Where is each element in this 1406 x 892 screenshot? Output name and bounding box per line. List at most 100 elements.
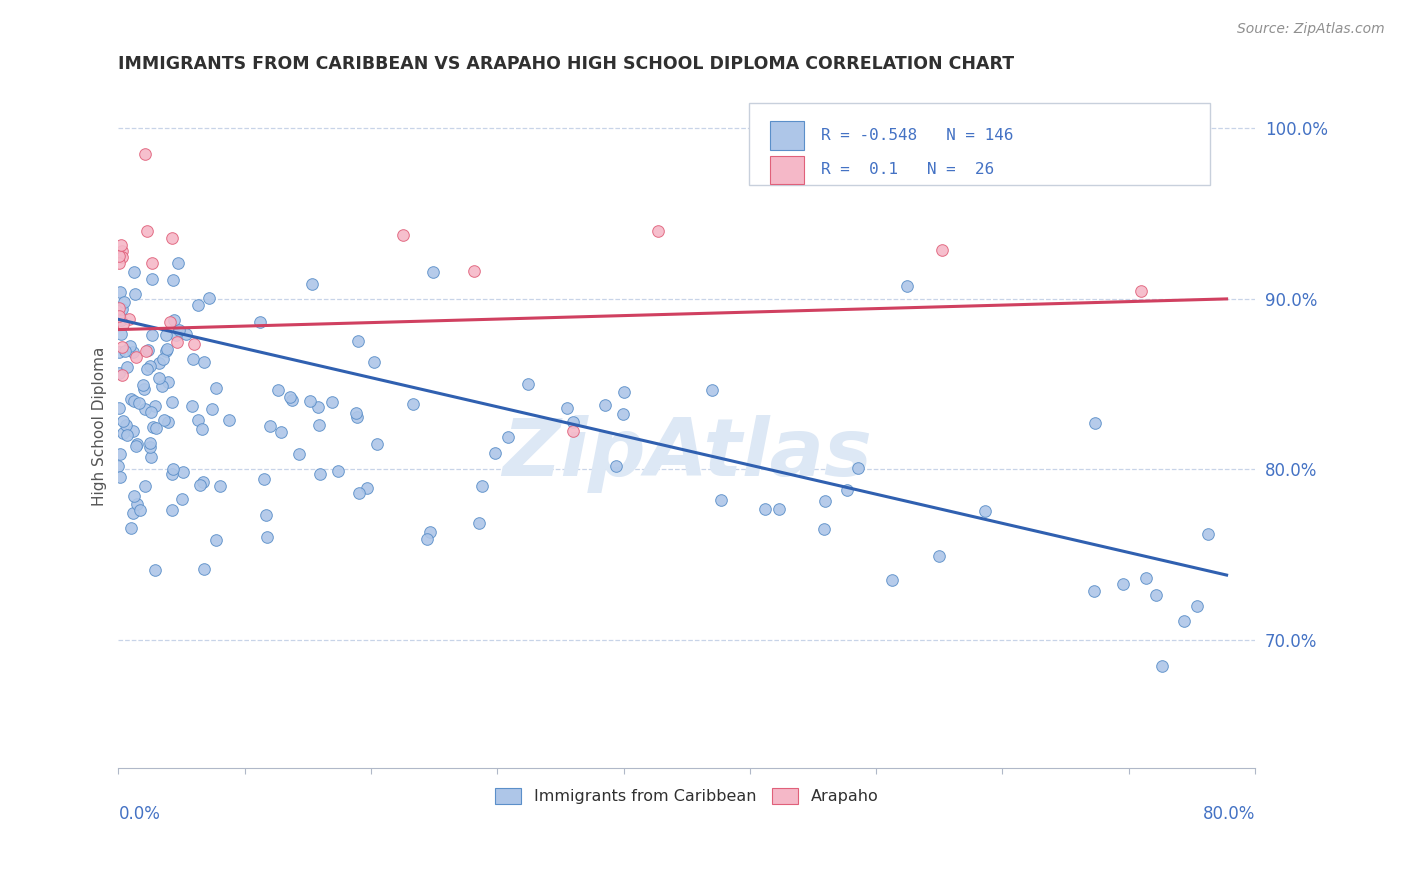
Point bbox=[172, 465, 194, 479]
Point bbox=[108, 366, 131, 380]
Bar bbox=[769, 155, 804, 185]
Point bbox=[157, 376, 180, 390]
Point bbox=[1197, 526, 1219, 541]
Point bbox=[148, 356, 170, 370]
Text: R = -0.548   N = 146: R = -0.548 N = 146 bbox=[821, 128, 1014, 143]
Point bbox=[160, 503, 183, 517]
Point bbox=[169, 323, 191, 337]
Point bbox=[517, 377, 540, 392]
Point bbox=[346, 406, 368, 420]
Point bbox=[124, 350, 146, 364]
Point bbox=[1185, 599, 1208, 613]
Point bbox=[134, 401, 156, 416]
Point bbox=[107, 301, 129, 316]
Point bbox=[111, 368, 134, 382]
Point bbox=[191, 475, 214, 490]
Point bbox=[170, 491, 193, 506]
Point bbox=[166, 334, 188, 349]
Point bbox=[150, 379, 173, 393]
Point bbox=[174, 327, 197, 342]
Point bbox=[710, 492, 733, 507]
Point bbox=[129, 502, 152, 516]
Point bbox=[108, 249, 131, 263]
Point bbox=[256, 530, 278, 544]
Point bbox=[402, 397, 425, 411]
Point bbox=[307, 400, 329, 414]
Point bbox=[326, 464, 349, 478]
Point bbox=[463, 264, 485, 278]
Point bbox=[156, 342, 179, 356]
Legend: Immigrants from Caribbean, Arapaho: Immigrants from Caribbean, Arapaho bbox=[489, 782, 884, 811]
Point bbox=[115, 359, 138, 374]
Point bbox=[108, 401, 131, 416]
Point bbox=[270, 425, 292, 440]
Point bbox=[768, 502, 790, 516]
Point bbox=[162, 462, 184, 476]
Point bbox=[349, 485, 371, 500]
Point bbox=[152, 351, 174, 366]
Point bbox=[593, 398, 616, 412]
Point bbox=[1084, 416, 1107, 430]
Point bbox=[167, 256, 190, 270]
Point bbox=[249, 315, 271, 329]
Point bbox=[155, 344, 177, 359]
Point bbox=[107, 345, 129, 359]
Point bbox=[156, 415, 179, 429]
Point bbox=[287, 447, 309, 461]
Point bbox=[118, 312, 141, 326]
Point bbox=[107, 458, 129, 473]
Point bbox=[132, 382, 155, 396]
Point bbox=[110, 237, 132, 252]
Point bbox=[931, 243, 953, 257]
Point bbox=[138, 343, 160, 358]
Point bbox=[159, 315, 181, 329]
Text: ZipAtlas: ZipAtlas bbox=[502, 415, 872, 493]
Point bbox=[347, 334, 370, 348]
Point bbox=[112, 426, 135, 441]
Point bbox=[111, 244, 134, 258]
Point bbox=[209, 479, 232, 493]
Point bbox=[110, 312, 132, 326]
Point bbox=[136, 361, 159, 376]
Point bbox=[141, 255, 163, 269]
Point bbox=[252, 472, 274, 486]
Point bbox=[125, 497, 148, 511]
Point bbox=[125, 436, 148, 450]
Point bbox=[974, 503, 997, 517]
Point bbox=[754, 502, 776, 516]
Point bbox=[134, 147, 156, 161]
Point bbox=[259, 418, 281, 433]
Point bbox=[321, 394, 343, 409]
Point bbox=[141, 272, 163, 286]
Point bbox=[162, 273, 184, 287]
Point bbox=[120, 392, 142, 406]
Point bbox=[187, 413, 209, 427]
Point bbox=[142, 419, 165, 434]
Point bbox=[309, 467, 332, 481]
Point bbox=[191, 421, 214, 435]
Point bbox=[128, 396, 150, 410]
Point bbox=[416, 533, 439, 547]
Point bbox=[139, 441, 162, 455]
Point bbox=[846, 460, 869, 475]
Point bbox=[613, 384, 636, 399]
Point bbox=[122, 490, 145, 504]
Point bbox=[112, 295, 135, 310]
Point bbox=[111, 250, 134, 264]
Point bbox=[139, 405, 162, 419]
Point bbox=[160, 230, 183, 244]
Point bbox=[484, 446, 506, 460]
Point bbox=[391, 227, 413, 242]
Point bbox=[363, 354, 385, 368]
Point bbox=[201, 401, 224, 416]
Point bbox=[141, 450, 163, 465]
Point bbox=[204, 381, 226, 395]
Point bbox=[124, 286, 146, 301]
Point bbox=[118, 338, 141, 352]
Point bbox=[702, 383, 724, 397]
Point bbox=[165, 327, 187, 342]
Point bbox=[108, 309, 131, 323]
Point bbox=[160, 394, 183, 409]
Point bbox=[138, 436, 160, 450]
Point bbox=[561, 415, 583, 429]
